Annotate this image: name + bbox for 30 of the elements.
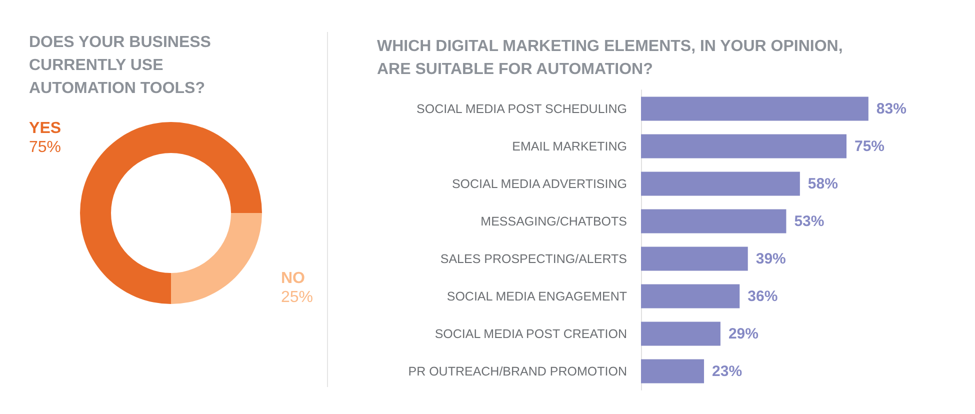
- y-tick-label: SOCIAL MEDIA POST SCHEDULING: [416, 102, 627, 116]
- slice-label: YES: [29, 120, 62, 138]
- data-label: 29%: [728, 325, 758, 342]
- bar: [641, 322, 720, 346]
- y-tick-label: SOCIAL MEDIA POST CREATION: [434, 326, 627, 341]
- data-label: 83%: [876, 100, 906, 118]
- data-label: 58%: [808, 175, 838, 192]
- data-label: 36%: [748, 288, 778, 305]
- y-tick-label: SOCIAL MEDIA ENGAGEMENT: [446, 289, 628, 304]
- data-label: 25%: [280, 288, 313, 306]
- data-label: 75%: [854, 138, 885, 155]
- bar: [641, 172, 800, 196]
- data-label: 23%: [712, 362, 742, 380]
- bar: [641, 284, 740, 308]
- slice-label: NO: [280, 270, 305, 287]
- bar: [641, 209, 786, 234]
- data-label: 39%: [756, 250, 786, 268]
- y-tick-label: PR OUTREACH/BRAND PROMOTION: [408, 364, 627, 378]
- bar: [641, 134, 846, 158]
- chart-title: DOES YOUR BUSINESS CURRENTLY USE AUTOMATION TOOLS?: [29, 34, 212, 97]
- y-tick-label: SALES PROSPECTING/ALERTS: [440, 252, 627, 266]
- data-label: 75%: [29, 139, 62, 156]
- bar: [641, 359, 704, 384]
- y-tick-label: EMAIL MARKETING: [512, 139, 627, 154]
- y-tick-label: MESSAGING/CHATBOTS: [480, 214, 627, 228]
- chart-title: WHICH DIGITAL MARKETING ELEMENTS, IN YOUR OPINION, ARE SUITABLE FOR AUTOMATION?: [377, 38, 843, 78]
- bar: [641, 246, 748, 271]
- data-label: 53%: [794, 212, 824, 230]
- bar: [641, 96, 868, 121]
- y-tick-label: SOCIAL MEDIA ADVERTISING: [452, 176, 627, 191]
